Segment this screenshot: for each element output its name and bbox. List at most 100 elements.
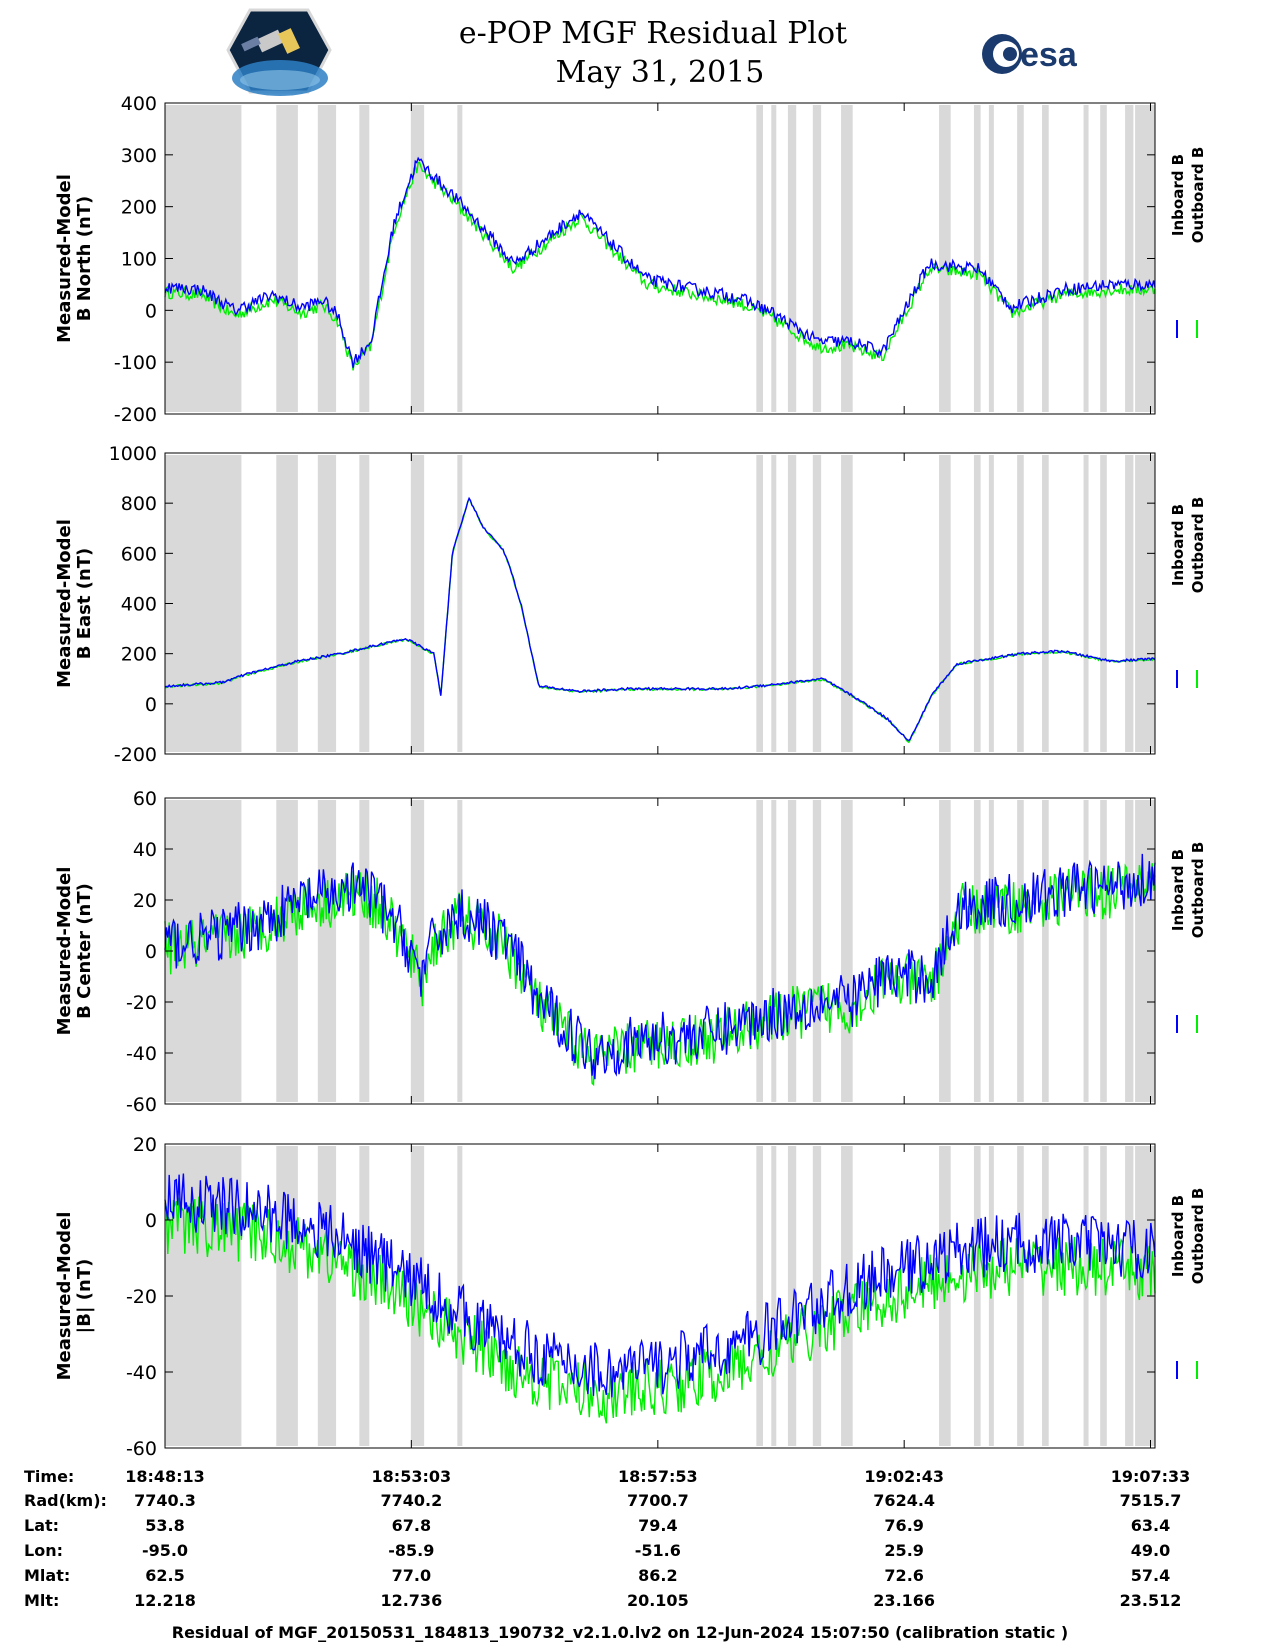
shaded-interval [787,105,797,412]
shaded-interval [317,455,337,752]
series-inboard-line [164,496,1156,742]
panel-3: 60 40 20 0 -20 -40 -60 Measured-Model B Center (… [54,788,1207,1116]
info-cell: 62.5 [145,1566,184,1585]
info-row-label: Time: [24,1467,74,1486]
shaded-interval [165,800,242,1102]
shaded-interval [812,800,822,1102]
y-tick-label: 300 [121,145,157,167]
series-inboard-line [164,1173,1156,1398]
shaded-interval [1135,1146,1155,1446]
y-tick-label: 40 [133,839,157,861]
cassiope-mission-logo [226,8,332,96]
y-axis-label-line1: Measured-Model [54,1212,75,1381]
series-inboard-line [164,156,1156,368]
shaded-interval [276,1146,298,1446]
shaded-interval [1083,455,1089,752]
info-cell: -95.0 [142,1541,188,1560]
info-cell: 7700.7 [627,1491,689,1510]
info-cell: 23.512 [1120,1591,1182,1610]
info-cell: 76.9 [884,1516,923,1535]
shaded-interval [1100,455,1107,752]
shaded-interval [1042,1146,1049,1446]
y-tick-label: -100 [114,352,157,374]
shaded-interval [756,455,763,752]
series-outboard-line [164,1196,1156,1424]
y-tick-label: -20 [126,1286,157,1308]
y-tick-label: 0 [145,941,157,963]
shaded-interval [1017,800,1024,1102]
shaded-interval [165,105,242,412]
series-outboard-line [164,497,1156,744]
info-cell: 7515.7 [1120,1491,1182,1510]
shaded-interval [973,1146,981,1446]
info-cell: 77.0 [392,1566,431,1585]
y-tick-label: 100 [121,249,157,271]
legend-inboard-label: Inboard B [1169,504,1187,586]
info-cell: 7624.4 [873,1491,935,1510]
shaded-interval [1135,105,1155,412]
shaded-interval [939,455,951,752]
esa-logo: esa [982,34,1078,74]
axes-box [164,102,1156,415]
series-inboard-line [164,853,1156,1080]
info-cell: 57.4 [1131,1566,1170,1585]
shaded-interval [359,800,370,1102]
info-cell: -85.9 [388,1541,434,1560]
shaded-interval [1083,105,1089,412]
shaded-interval [317,1146,337,1446]
panel-4: 20 0 -20 -40 -60 Measured-Model |B| (nT) Inboar… [54,1134,1207,1460]
panel-1: 400 300 200 100 0 -100 -200 Measured-Model B Nor… [54,93,1207,426]
y-tick-label: 400 [121,93,157,115]
shaded-interval [756,800,763,1102]
y-axis-label-line1: Measured-Model [54,174,75,343]
info-row-label: Lon: [24,1541,63,1560]
shaded-interval [1135,455,1155,752]
info-row-label: Rad(km): [24,1491,107,1510]
chart-title-line1: e-POP MGF Residual Plot [459,16,847,51]
shaded-interval [988,105,994,412]
axes-box [164,797,1156,1105]
shaded-interval [841,800,853,1102]
shaded-interval [1017,1146,1024,1446]
shaded-interval [973,105,981,412]
shaded-interval [1083,1146,1089,1446]
y-tick-label: 200 [121,197,157,219]
y-tick-label: -40 [126,1043,157,1065]
shaded-interval [756,105,763,412]
y-tick-label: 0 [145,1210,157,1232]
shaded-interval [787,1146,797,1446]
info-cell: 18:53:03 [372,1467,452,1486]
shaded-interval [988,800,994,1102]
info-cell: 86.2 [638,1566,677,1585]
panel-2: 1000 800 600 400 200 0 -200 Measured-Model B Eas… [54,443,1207,766]
shaded-interval [1125,455,1134,752]
shaded-interval [359,105,370,412]
y-tick-label: 1000 [109,443,157,465]
legend-outboard-label: Outboard B [1189,842,1207,939]
shaded-interval [812,105,822,412]
legend-outboard-label: Outboard B [1189,497,1207,594]
legend-inboard-label: Inboard B [1169,1195,1187,1277]
info-cell: 7740.2 [380,1491,442,1510]
shaded-interval [165,455,242,752]
info-cell: 67.8 [392,1516,431,1535]
y-tick-label: 60 [133,788,157,810]
y-axis-label-line2: B East (nT) [74,548,95,660]
shaded-interval [457,105,463,412]
shaded-interval [756,1146,763,1446]
info-cell: -51.6 [635,1541,681,1560]
y-tick-label: 20 [133,1134,157,1156]
shaded-interval [1017,455,1024,752]
info-cell: 18:57:53 [618,1467,698,1486]
shaded-interval [457,455,463,752]
info-cell: 23.166 [873,1591,935,1610]
shaded-interval [1100,800,1107,1102]
series-outboard-line [164,161,1156,371]
shaded-interval [276,105,298,412]
footer-caption: Residual of MGF_20150531_184813_190732_v… [172,1623,1068,1642]
y-axis-label-line1: Measured-Model [54,867,75,1036]
shaded-interval [359,455,370,752]
axes-box [164,452,1156,755]
shaded-interval [276,800,298,1102]
